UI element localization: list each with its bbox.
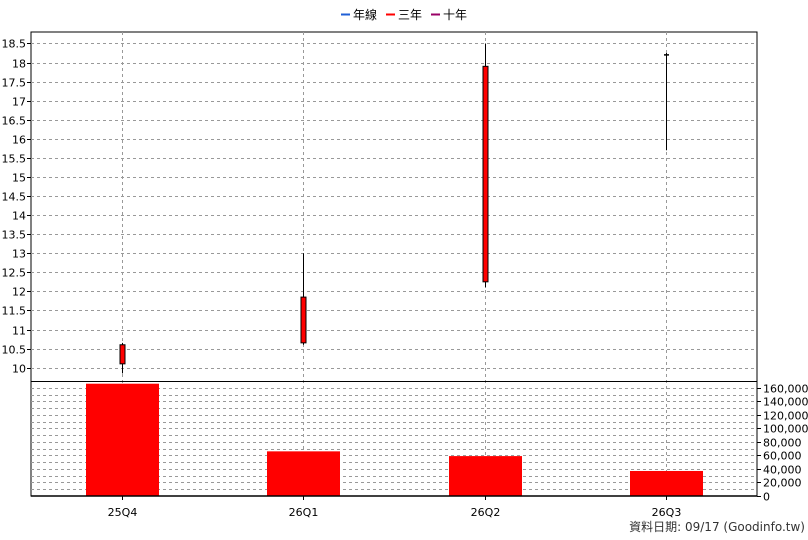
- data-date-footer: 資料日期: 09/17 (Goodinfo.tw): [629, 520, 805, 534]
- x-tick-label: 25Q4: [108, 506, 138, 519]
- volume-tick-label: 140,000: [763, 396, 808, 409]
- price-tick-label: 12: [12, 286, 26, 299]
- x-tick-label: 26Q1: [289, 506, 319, 519]
- price-tick-label: 18: [12, 58, 26, 71]
- volume-bar: [449, 456, 522, 496]
- candlesticks: [119, 43, 669, 374]
- price-tick-label: 17: [12, 96, 26, 109]
- price-tick-label: 15: [12, 172, 26, 185]
- volume-tick-label: 120,000: [763, 410, 808, 423]
- x-axis: 25Q4 26Q1 26Q2 26Q3: [108, 496, 682, 519]
- price-tick-label: 10.5: [2, 344, 27, 357]
- price-axis: 10 10.5 11 11.5 12 12.5 13 13.5 14 14.5 15 15.5 16 16…: [2, 38, 31, 376]
- price-tick-label: 10: [12, 363, 26, 376]
- price-tick-label: 15.5: [2, 153, 27, 166]
- x-tick-label: 26Q2: [471, 506, 501, 519]
- price-tick-label: 16.5: [2, 115, 27, 128]
- volume-bar: [267, 451, 340, 496]
- volume-tick-label: 0: [763, 491, 770, 504]
- price-tick-label: 14: [12, 210, 26, 223]
- legend-label: 三年: [398, 8, 422, 22]
- price-tick-label: 11: [12, 325, 26, 338]
- volume-tick-label: 160,000: [763, 383, 808, 396]
- volume-bar: [630, 470, 703, 496]
- volume-tick-label: 60,000: [763, 450, 802, 463]
- x-tick-label: 26Q3: [652, 506, 682, 519]
- legend-label: 年線: [353, 7, 377, 22]
- candle-body: [300, 296, 307, 344]
- volume-axis: 020,00040,00060,00080,000100,000120,0001…: [757, 383, 808, 504]
- volume-bars: [86, 383, 703, 496]
- volume-tick-label: 100,000: [763, 423, 808, 436]
- price-tick-label: 14.5: [2, 191, 27, 204]
- price-tick-label: 17.5: [2, 77, 27, 90]
- candle-body: [119, 344, 126, 365]
- candle-body: [482, 65, 489, 283]
- price-tick-label: 13.5: [2, 229, 27, 242]
- legend: 年線 三年 十年: [341, 7, 467, 22]
- volume-bar: [86, 383, 159, 496]
- volume-tick-label: 20,000: [763, 477, 802, 490]
- price-tick-label: 12.5: [2, 267, 27, 280]
- volume-tick-label: 80,000: [763, 437, 802, 450]
- price-tick-label: 13: [12, 248, 26, 261]
- legend-label: 十年: [443, 8, 467, 22]
- volume-tick-label: 40,000: [763, 464, 802, 477]
- price-tick-label: 16: [12, 134, 26, 147]
- price-tick-label: 18.5: [2, 38, 27, 51]
- price-tick-label: 11.5: [2, 305, 27, 318]
